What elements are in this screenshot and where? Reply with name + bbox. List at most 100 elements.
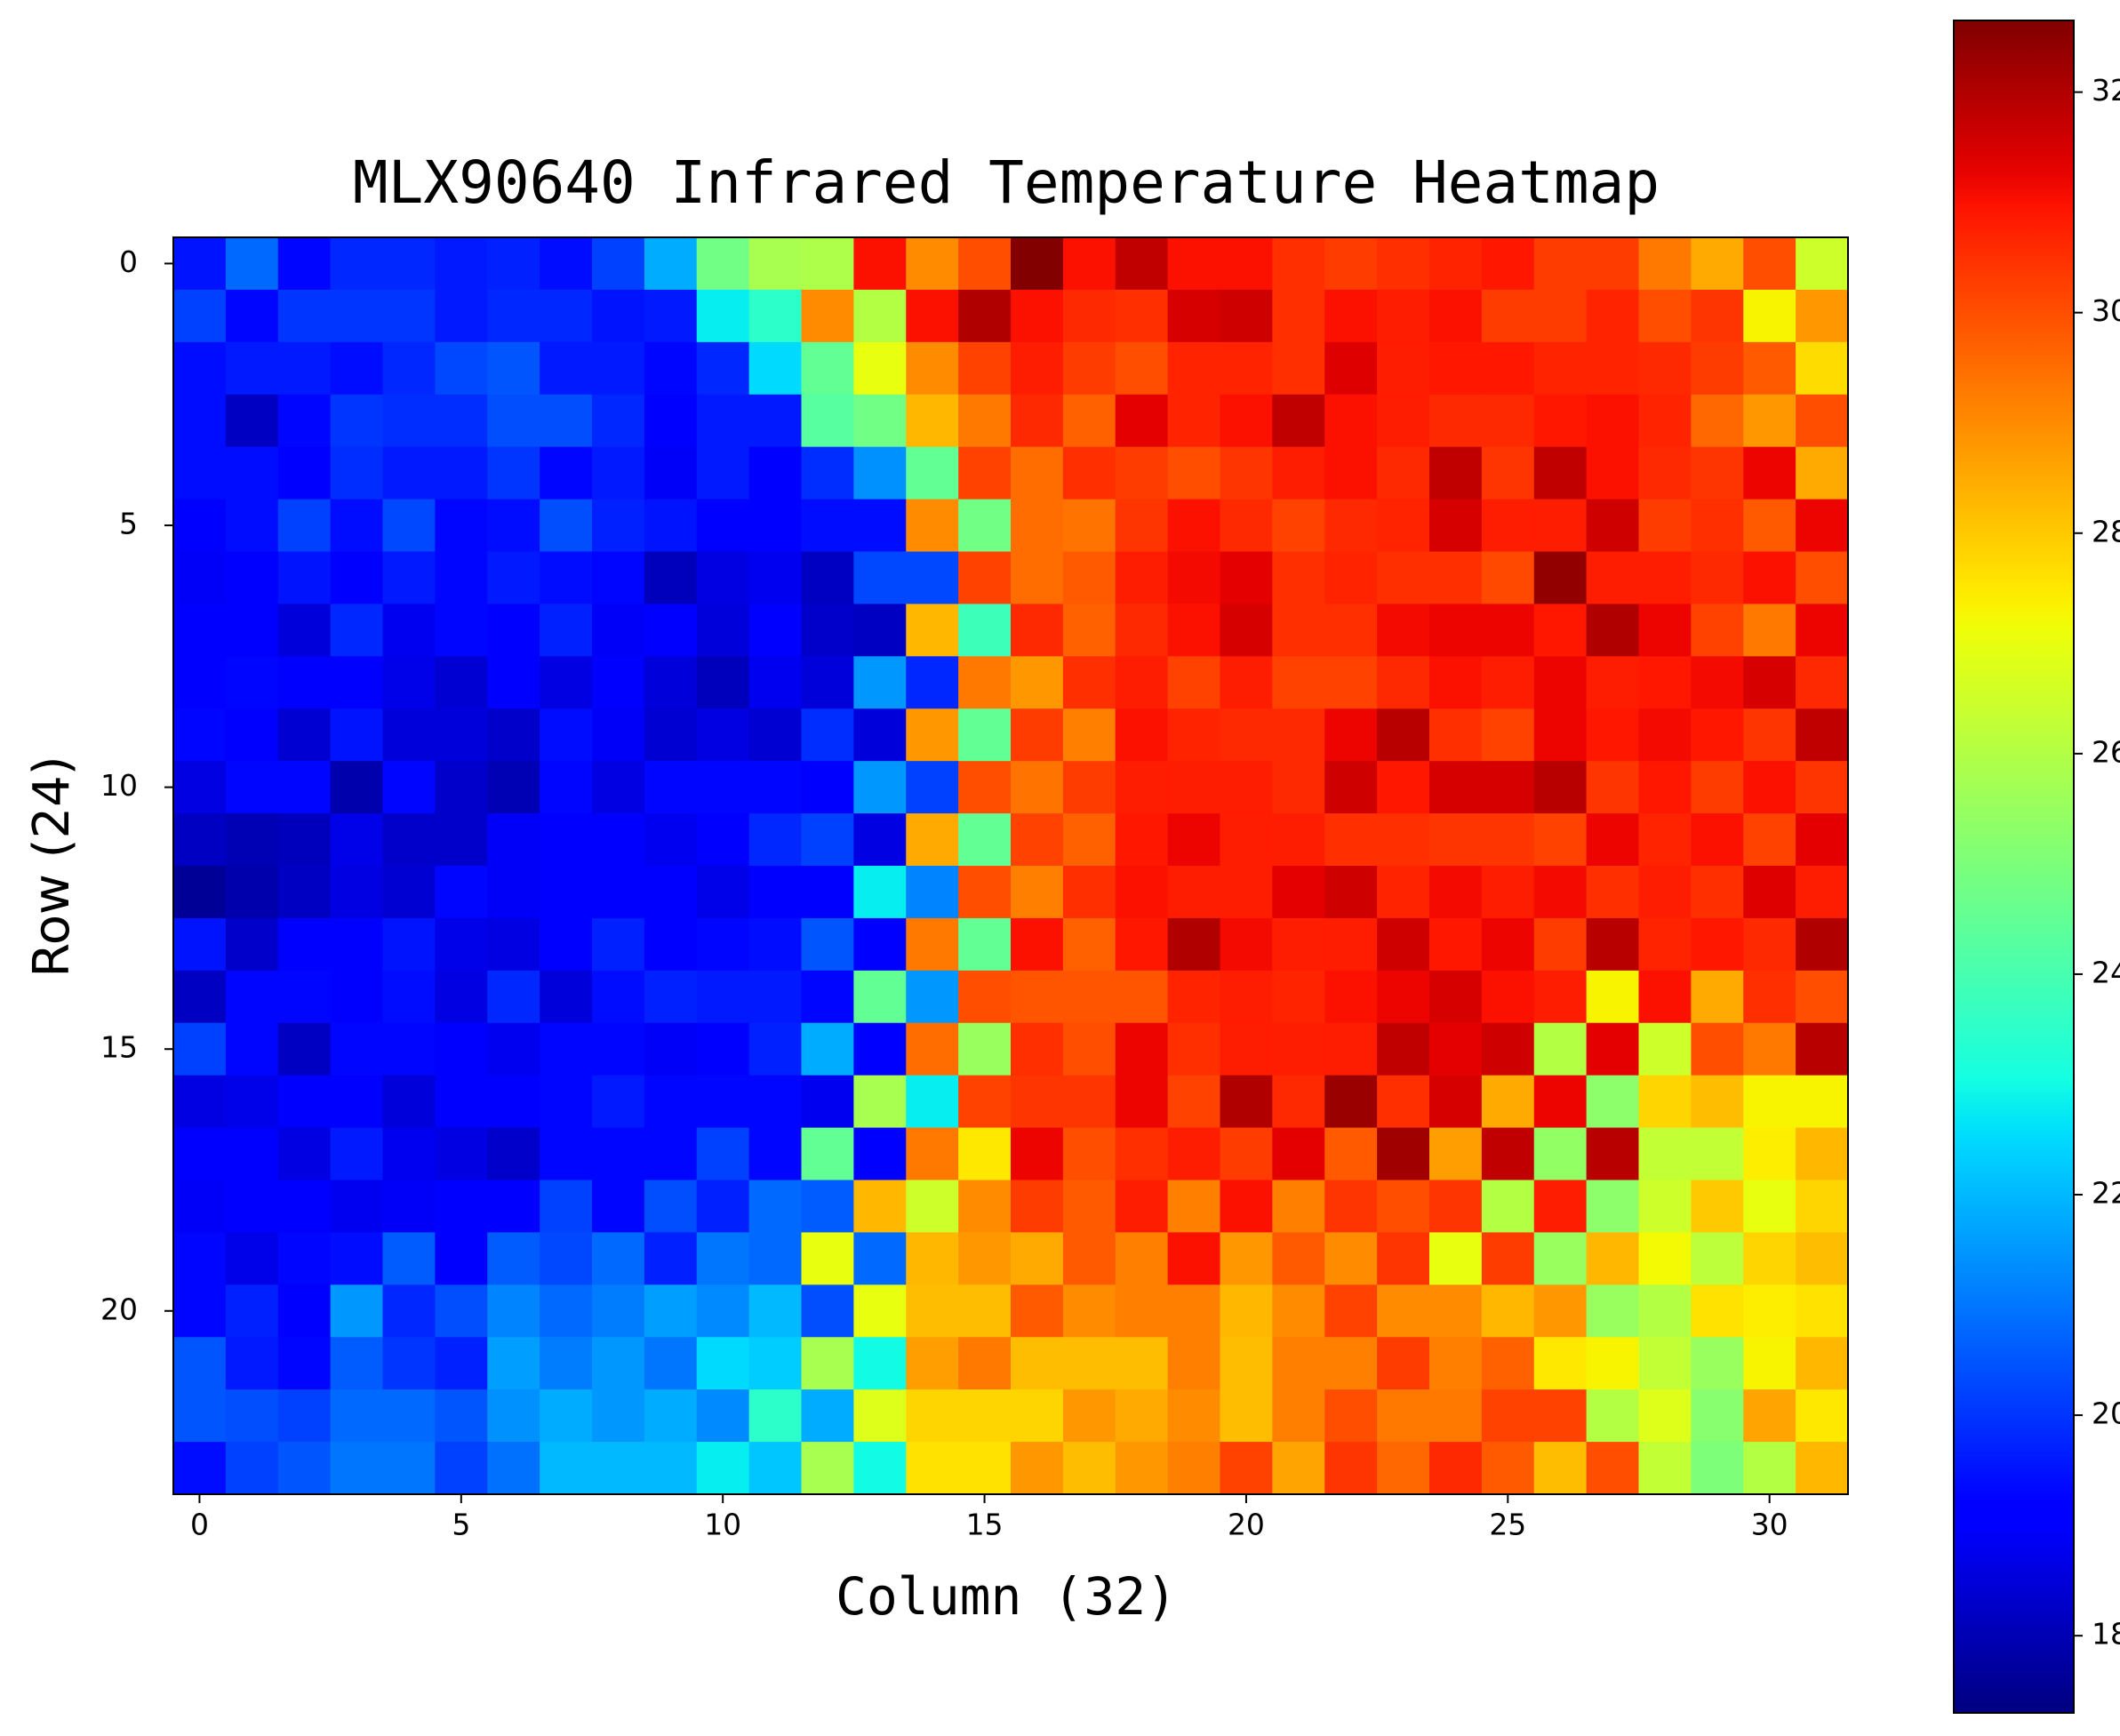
heatmap-cell [1220,499,1273,553]
heatmap-cell [1324,1284,1378,1338]
heatmap-cell [1220,866,1273,919]
heatmap-cell [853,1232,907,1285]
heatmap-cell [1533,761,1588,814]
heatmap-cell [1481,604,1535,657]
heatmap-cell [1796,1075,1849,1129]
heatmap-cell [592,656,645,709]
heatmap-cell [748,917,803,972]
heatmap-cell [958,1389,1012,1443]
heatmap-cell [540,551,593,605]
heatmap-cell [1638,394,1692,448]
heatmap-cell [1429,656,1483,709]
heatmap-cell [592,866,645,919]
heatmap-cell [1062,813,1116,867]
heatmap-cell [696,1232,750,1285]
heatmap-cell [1167,1284,1221,1338]
heatmap-cell [1429,1180,1483,1234]
heatmap-cell [225,1337,279,1390]
heatmap-cell [382,551,436,605]
heatmap-cell [1796,341,1849,396]
heatmap-cell [1429,813,1483,867]
heatmap-cell [853,604,907,657]
heatmap-cell [1272,499,1325,553]
heatmap-cell [1691,341,1744,396]
heatmap-cell [1638,1127,1692,1181]
heatmap-cell [958,446,1012,500]
heatmap-cell [1481,341,1535,396]
heatmap-cell [1429,499,1483,553]
heatmap-cell [487,970,540,1024]
heatmap-cell [1324,394,1378,448]
heatmap-cell [1586,1284,1640,1338]
heatmap-cell [1272,1022,1325,1076]
colorbar-tick-label: 20 [2092,1396,2120,1431]
heatmap-cell [382,656,436,709]
heatmap-cell [540,446,593,500]
heatmap-cell [1743,604,1796,657]
heatmap-cell [225,1180,279,1234]
heatmap-cell [801,499,854,553]
heatmap-cell [592,341,645,396]
heatmap-cell [1743,656,1796,709]
heatmap-cell [1011,446,1064,500]
heatmap-cell [382,970,436,1024]
heatmap-cell [853,1389,907,1443]
heatmap-cell [1062,1337,1116,1390]
heatmap-cell [853,499,907,553]
heatmap-cell [435,499,488,553]
heatmap-cell [277,1337,332,1390]
heatmap-cell [1691,237,1744,291]
heatmap-cell [540,499,593,553]
heatmap-cell [435,1389,488,1443]
heatmap-cell [853,1337,907,1390]
heatmap-cell [1481,866,1535,919]
heatmap-cell [173,1022,227,1076]
heatmap-cell [1377,551,1430,605]
heatmap-cell [644,1442,698,1495]
heatmap-cell [1377,237,1430,291]
heatmap-cell [748,237,803,291]
heatmap-cell [382,237,436,291]
heatmap-cell [1743,499,1796,553]
heatmap-cell [1638,1389,1692,1443]
heatmap-cell [330,708,384,762]
x-tick-label: 20 [1228,1508,1265,1542]
heatmap-cell [382,761,436,814]
heatmap-cell [1638,1284,1692,1338]
heatmap-cell [1533,394,1588,448]
heatmap-cell [487,604,540,657]
heatmap-cell [1167,1442,1221,1495]
heatmap-cell [1586,289,1640,343]
heatmap-cell [958,1284,1012,1338]
heatmap-cell [435,656,488,709]
heatmap-cell [801,1075,854,1129]
heatmap-cell [1638,289,1692,343]
heatmap-cell [1167,656,1221,709]
heatmap-cell [1796,237,1849,291]
heatmap-cell [330,1022,384,1076]
heatmap-cell [330,1180,384,1234]
heatmap-cell [487,446,540,500]
heatmap-cell [540,394,593,448]
heatmap-cell [1481,499,1535,553]
heatmap-cell [1011,708,1064,762]
heatmap-cell [1481,394,1535,448]
heatmap-cell [1220,1232,1273,1285]
heatmap-cell [1272,656,1325,709]
heatmap-cell [1011,1232,1064,1285]
heatmap-cell [1220,341,1273,396]
heatmap-cell [1796,1180,1849,1234]
heatmap-cell [696,237,750,291]
heatmap-cell [435,237,488,291]
heatmap-cell [1586,1022,1640,1076]
heatmap-cell [1691,1389,1744,1443]
heatmap-cell [487,656,540,709]
heatmap-cell [1377,1075,1430,1129]
heatmap-cell [225,1127,279,1181]
heatmap-cell [1272,866,1325,919]
heatmap-cell [644,341,698,396]
heatmap-cell [435,1232,488,1285]
x-tick-label: 10 [704,1508,741,1542]
heatmap-cell [853,394,907,448]
heatmap-cell [1272,1232,1325,1285]
